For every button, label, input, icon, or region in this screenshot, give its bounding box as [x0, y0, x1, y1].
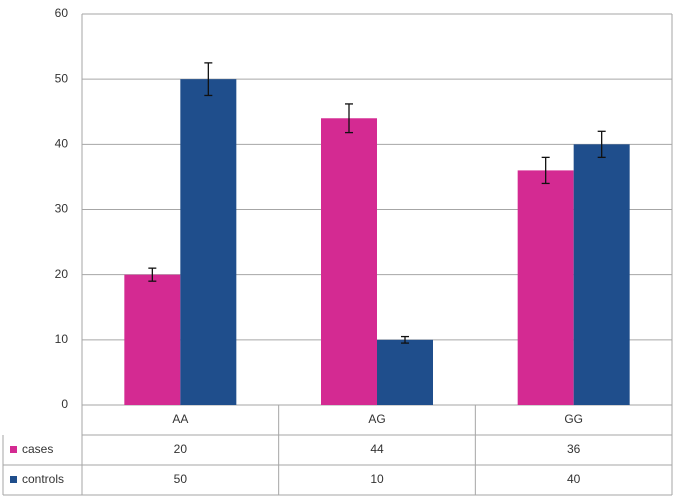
error-bar — [345, 103, 353, 134]
y-tick-label: 0 — [61, 397, 68, 411]
table-value: 50 — [174, 472, 188, 486]
table-value: 40 — [567, 472, 581, 486]
legend-swatch — [10, 476, 17, 483]
error-bar — [597, 130, 606, 159]
legend-label: cases — [22, 442, 53, 456]
error-bar — [148, 267, 157, 282]
error-bar — [204, 62, 213, 97]
x-tick-label: AG — [368, 412, 385, 426]
table-value: 44 — [370, 442, 384, 456]
y-tick-label: 20 — [55, 267, 69, 281]
legend-swatch — [10, 446, 17, 453]
table-value: 20 — [174, 442, 188, 456]
error-bar — [401, 335, 409, 344]
y-tick-label: 40 — [55, 137, 69, 151]
y-tick-label: 50 — [55, 71, 69, 85]
bar — [377, 339, 433, 405]
x-tick-label: AA — [172, 412, 188, 426]
bar — [517, 170, 574, 405]
y-tick-label: 60 — [55, 6, 69, 20]
bar — [321, 118, 377, 406]
table-value: 36 — [567, 442, 581, 456]
table-value: 10 — [370, 472, 384, 486]
bar — [573, 144, 630, 406]
x-tick-label: GG — [564, 412, 583, 426]
bar — [124, 274, 181, 405]
y-tick-label: 10 — [55, 332, 69, 346]
bar — [180, 79, 237, 406]
y-tick-label: 30 — [55, 202, 69, 216]
legend-label: controls — [22, 472, 64, 486]
error-bar — [541, 156, 550, 185]
